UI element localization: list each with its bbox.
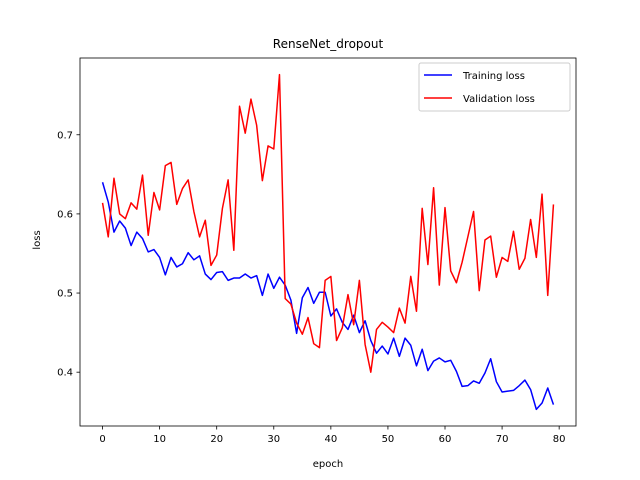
x-axis-label: epoch bbox=[313, 459, 343, 470]
ticks: 0 10 20 30 40 50 60 70 80 0.4 0.5 0.6 0.7 bbox=[57, 130, 565, 445]
legend: Training loss Validation loss bbox=[418, 62, 571, 112]
y-axis-label: loss bbox=[32, 230, 43, 249]
x-tick-label: 10 bbox=[153, 434, 166, 445]
x-tick-label: 60 bbox=[439, 434, 452, 445]
plot-lines bbox=[101, 73, 555, 411]
x-tick-label: 50 bbox=[382, 434, 395, 445]
x-tick-label: 0 bbox=[99, 434, 105, 445]
x-tick-label: 70 bbox=[496, 434, 509, 445]
x-tick-label: 40 bbox=[324, 434, 337, 445]
series-line-validation-loss bbox=[101, 73, 555, 373]
y-tick-label: 0.5 bbox=[57, 289, 73, 300]
y-tick-label: 0.7 bbox=[57, 130, 73, 141]
chart-title: RenseNet_dropout bbox=[273, 37, 384, 51]
legend-box bbox=[418, 62, 571, 112]
legend-label-training-loss: Training loss bbox=[462, 71, 525, 82]
y-tick-label: 0.6 bbox=[57, 209, 73, 220]
x-tick-label: 20 bbox=[210, 434, 223, 445]
y-tick-label: 0.4 bbox=[57, 368, 73, 379]
y-axis-label-group: loss bbox=[32, 230, 43, 249]
legend-label-validation-loss: Validation loss bbox=[463, 94, 535, 105]
x-tick-label: 30 bbox=[267, 434, 280, 445]
series-line-training-loss bbox=[101, 182, 555, 411]
plot-frame bbox=[79, 57, 577, 427]
x-tick-label: 80 bbox=[553, 434, 566, 445]
